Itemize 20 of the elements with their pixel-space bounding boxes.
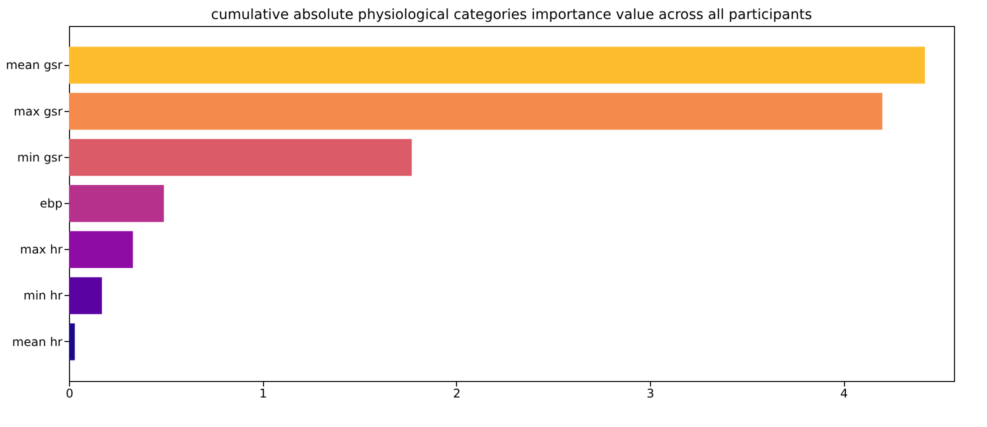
bar — [69, 92, 882, 130]
y-tick-label: mean gsr — [6, 58, 63, 72]
x-tick-label: 0 — [66, 386, 74, 400]
y-tick-label: mean hr — [12, 334, 63, 349]
y-tick-label: ebp — [40, 196, 62, 210]
x-tick-label: 1 — [259, 386, 267, 400]
y-tick-label: max gsr — [14, 104, 63, 118]
bar — [69, 277, 102, 314]
bar — [69, 323, 75, 360]
chart-title: cumulative absolute physiological categories importance value across all participants — [211, 7, 812, 23]
y-tick-label: min hr — [24, 288, 63, 303]
bar — [69, 185, 164, 222]
x-tick-label: 3 — [646, 386, 654, 400]
bar — [69, 231, 133, 268]
y-tick-label: min gsr — [17, 150, 63, 164]
bar — [69, 138, 412, 176]
x-tick-label: 4 — [840, 386, 848, 400]
y-tick-label: max hr — [20, 242, 63, 257]
x-tick-label: 2 — [452, 386, 461, 400]
bar — [69, 46, 925, 84]
